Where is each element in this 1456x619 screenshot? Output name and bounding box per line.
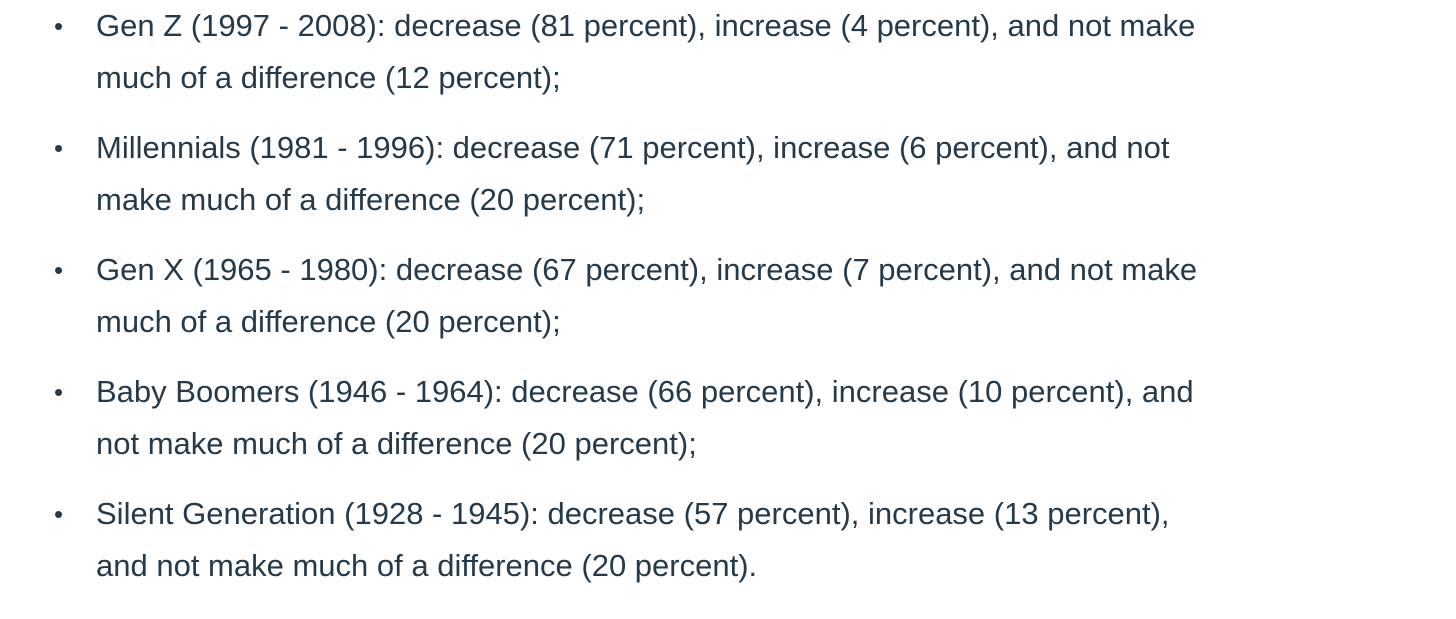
list-item-line: much of a difference (20 percent);	[96, 304, 561, 339]
list-item-gen-z: • Gen Z (1997 - 2008): decrease (81 perc…	[0, 0, 1456, 104]
generation-breakdown-list: • Gen Z (1997 - 2008): decrease (81 perc…	[0, 0, 1456, 592]
bullet-icon: •	[54, 377, 64, 407]
list-item-line: and not make much of a difference (20 pe…	[96, 548, 758, 583]
bullet-icon: •	[54, 499, 64, 529]
list-item-millennials: • Millennials (1981 - 1996): decrease (7…	[0, 122, 1456, 226]
list-item-silent-generation: • Silent Generation (1928 - 1945): decre…	[0, 488, 1456, 592]
list-item-gen-x: • Gen X (1965 - 1980): decrease (67 perc…	[0, 244, 1456, 348]
list-item-line: much of a difference (12 percent);	[96, 60, 561, 95]
list-item-line: Millennials (1981 - 1996): decrease (71 …	[96, 130, 1170, 165]
list-item-line: make much of a difference (20 percent);	[96, 182, 646, 217]
list-item-line: Gen X (1965 - 1980): decrease (67 percen…	[96, 252, 1198, 287]
bullet-icon: •	[54, 11, 64, 41]
list-item-line: Silent Generation (1928 - 1945): decreas…	[96, 496, 1170, 531]
list-item-line: Gen Z (1997 - 2008): decrease (81 percen…	[96, 8, 1196, 43]
bullet-icon: •	[54, 133, 64, 163]
list-item-line: not make much of a difference (20 percen…	[96, 426, 697, 461]
list-item-baby-boomers: • Baby Boomers (1946 - 1964): decrease (…	[0, 366, 1456, 470]
list-item-line: Baby Boomers (1946 - 1964): decrease (66…	[96, 374, 1194, 409]
bullet-icon: •	[54, 255, 64, 285]
